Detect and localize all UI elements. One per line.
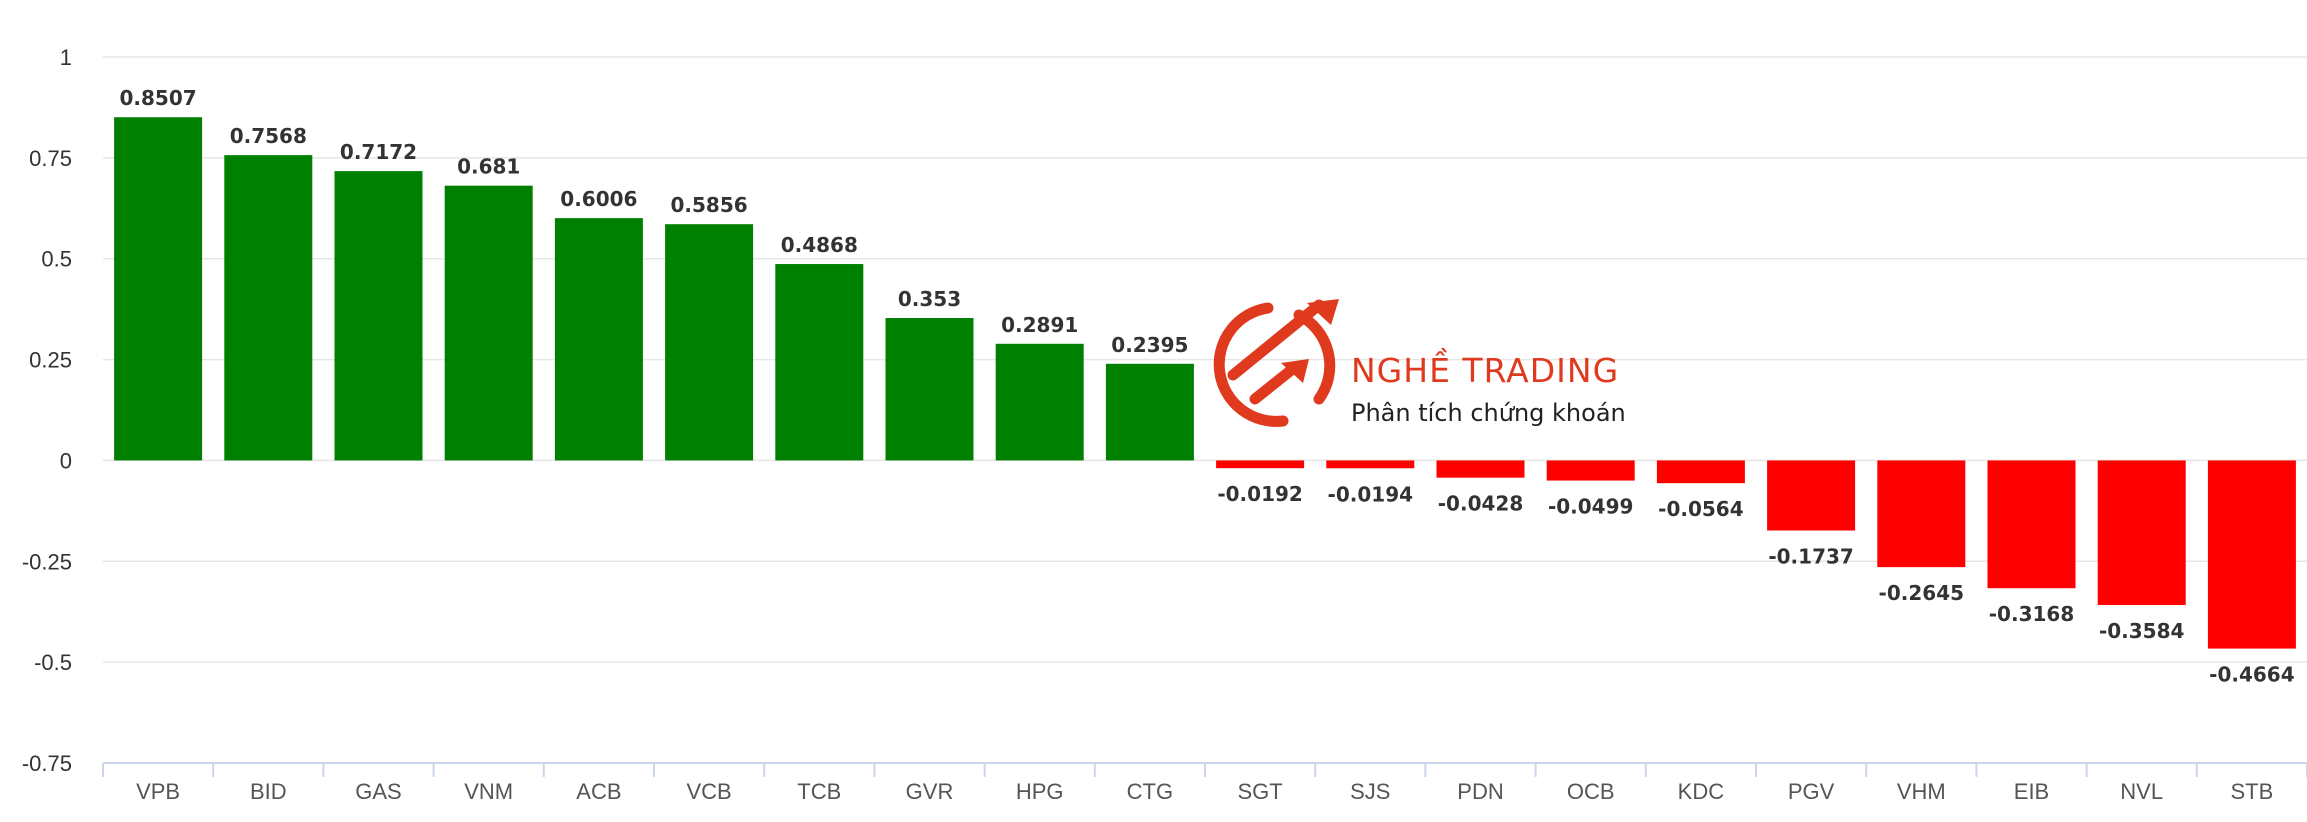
bar-sjs xyxy=(1326,460,1415,469)
category-label: NVL xyxy=(2120,779,2163,804)
category-label: EIB xyxy=(2014,779,2049,804)
data-label: -0.3168 xyxy=(1989,602,2074,626)
data-label: -0.3584 xyxy=(2099,619,2184,643)
bar-acb xyxy=(554,218,643,461)
watermark: NGHỀ TRADING Phân tích chứng khoán xyxy=(1213,299,1626,427)
y-tick-label: 1 xyxy=(60,45,72,70)
category-label: OCB xyxy=(1567,779,1615,804)
data-label: 0.2395 xyxy=(1111,333,1188,357)
category-label: GAS xyxy=(355,779,401,804)
x-axis xyxy=(102,762,2307,777)
category-label: VHM xyxy=(1897,779,1946,804)
y-tick-label: -0.5 xyxy=(34,650,72,675)
category-label: KDC xyxy=(1678,779,1725,804)
category-label: PDN xyxy=(1457,779,1503,804)
data-label: 0.681 xyxy=(457,155,520,179)
y-tick-label: 0.25 xyxy=(29,348,72,373)
bar-gas xyxy=(334,171,423,461)
watermark-brand: NGHỀ TRADING xyxy=(1351,347,1619,390)
data-label: 0.353 xyxy=(898,287,961,311)
category-label: BID xyxy=(250,779,287,804)
category-label: VPB xyxy=(136,779,180,804)
category-label: HPG xyxy=(1016,779,1064,804)
data-label: 0.7568 xyxy=(230,124,307,148)
bar-pgv xyxy=(1767,460,1856,531)
data-label: 0.6006 xyxy=(560,187,637,211)
data-label: 0.2891 xyxy=(1001,313,1078,337)
data-label: 0.7172 xyxy=(340,140,417,164)
category-label: VCB xyxy=(686,779,731,804)
watermark-subtitle: Phân tích chứng khoán xyxy=(1351,399,1626,427)
bar-pdn xyxy=(1436,460,1525,478)
y-tick-label: 0 xyxy=(60,448,72,473)
bar-vnm xyxy=(444,185,533,461)
data-label: -0.1737 xyxy=(1768,545,1853,569)
category-label: SJS xyxy=(1350,779,1390,804)
category-labels: VPB BID GAS VNM ACB VCB TCB GVR HPG CTG SGT SJS PDN O… xyxy=(136,779,2273,804)
y-tick-label: 0.75 xyxy=(29,146,72,171)
category-label: TCB xyxy=(797,779,841,804)
bar-vhm xyxy=(1877,460,1966,568)
bar-kdc xyxy=(1656,460,1745,484)
bar-nvl xyxy=(2097,460,2186,606)
data-label: 0.8507 xyxy=(120,86,197,110)
bar-bid xyxy=(224,155,313,461)
bar-ocb xyxy=(1546,460,1635,481)
category-label: GVR xyxy=(906,779,954,804)
data-label: -0.0192 xyxy=(1217,482,1302,506)
bar-hpg xyxy=(995,343,1084,461)
bar-sgt xyxy=(1216,460,1305,469)
category-label: VNM xyxy=(464,779,513,804)
brand-logo-icon xyxy=(1213,299,1339,427)
data-label: -0.4664 xyxy=(2209,663,2294,687)
data-label: -0.0428 xyxy=(1438,492,1523,516)
bar-vpb xyxy=(114,117,203,461)
category-label: CTG xyxy=(1127,779,1173,804)
grid-lines xyxy=(103,56,2307,663)
category-label: SGT xyxy=(1237,779,1282,804)
y-tick-label: 0.5 xyxy=(41,247,72,272)
y-tick-label: -0.75 xyxy=(22,751,72,776)
value-labels: 0.8507 0.7568 0.7172 0.681 0.6006 0.5856 0.486… xyxy=(120,86,2295,686)
bar-stb xyxy=(2207,460,2296,649)
data-label: -0.0564 xyxy=(1658,497,1743,521)
bar-eib xyxy=(1987,460,2076,589)
bar-tcb xyxy=(775,264,864,461)
data-label: 0.5856 xyxy=(671,193,748,217)
category-label: ACB xyxy=(576,779,621,804)
y-axis-ticks: 1 0.75 0.5 0.25 0 -0.25 -0.5 -0.75 xyxy=(22,45,72,776)
category-label: STB xyxy=(2231,779,2274,804)
data-label: -0.2645 xyxy=(1879,581,1964,605)
data-label: -0.0194 xyxy=(1328,482,1413,506)
bar-ctg xyxy=(1105,363,1194,461)
bars xyxy=(114,117,2296,649)
category-label: PGV xyxy=(1788,779,1835,804)
bar-vcb xyxy=(665,224,754,461)
data-label: 0.4868 xyxy=(781,233,858,257)
bar-gvr xyxy=(885,318,974,461)
data-label: -0.0499 xyxy=(1548,495,1633,519)
y-tick-label: -0.25 xyxy=(22,549,72,574)
